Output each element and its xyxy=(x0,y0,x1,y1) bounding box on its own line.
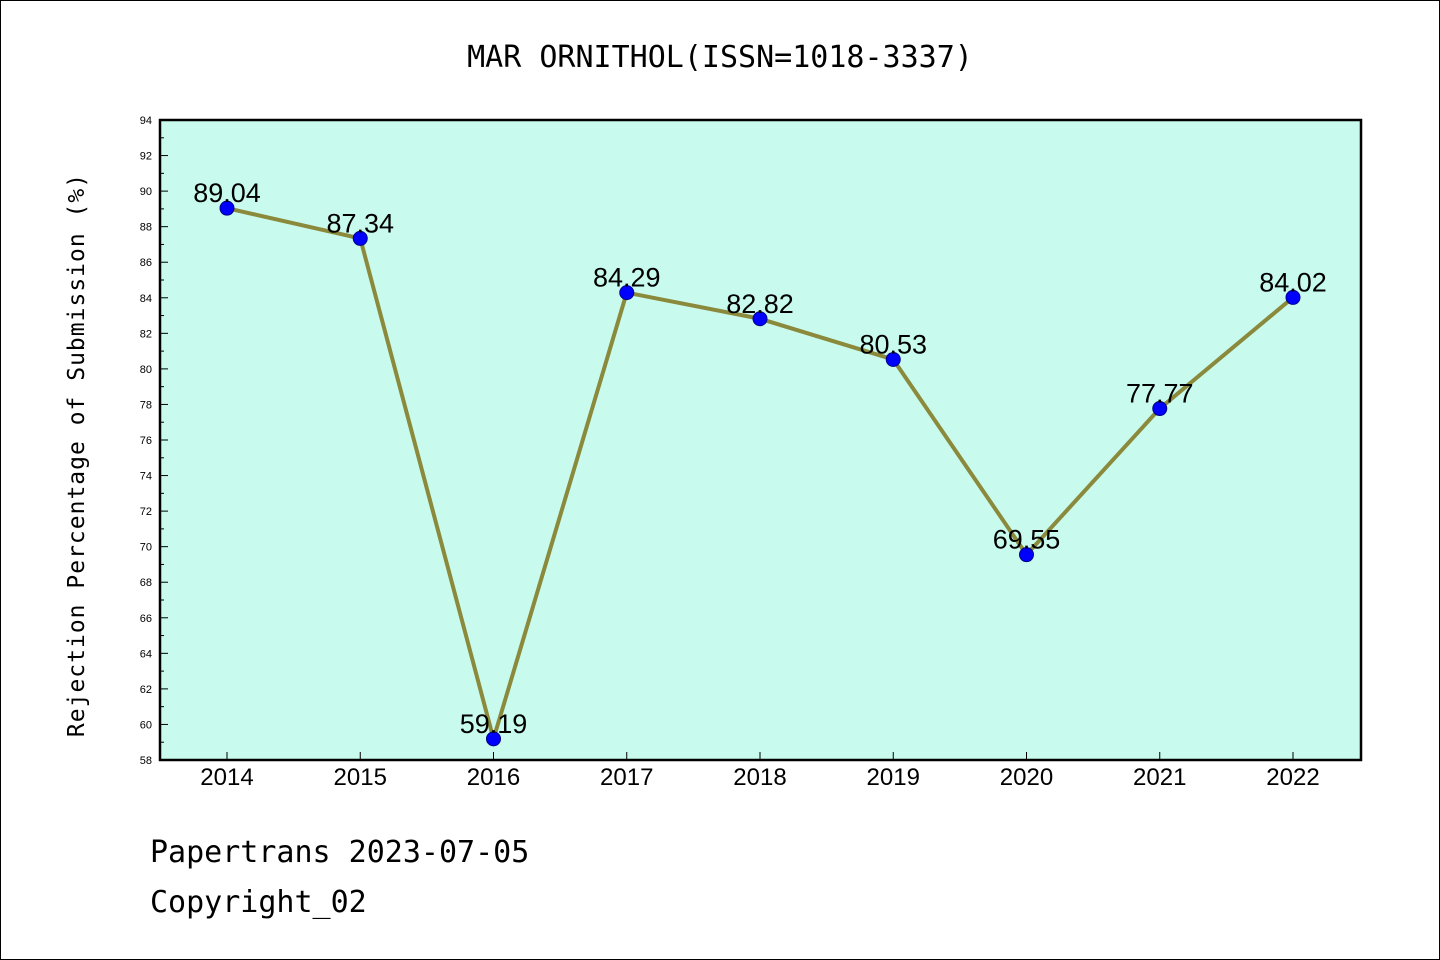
x-tick-label: 2018 xyxy=(733,764,786,791)
y-tick-label: 66 xyxy=(140,613,152,625)
y-tick-label: 80 xyxy=(140,364,152,376)
y-tick-label: 60 xyxy=(140,719,152,731)
data-label: 77.77 xyxy=(1126,379,1194,409)
data-label: 84.29 xyxy=(593,263,661,293)
x-tick-label: 2019 xyxy=(867,764,920,791)
y-tick-label: 76 xyxy=(140,435,152,447)
y-tick-label: 88 xyxy=(140,222,152,234)
data-point xyxy=(885,351,901,367)
y-tick-label: 64 xyxy=(140,648,152,660)
x-tick-label: 2016 xyxy=(467,764,520,791)
y-tick-label: 68 xyxy=(140,577,152,589)
y-tick-label: 78 xyxy=(140,399,152,411)
data-point xyxy=(1152,401,1168,417)
x-tick-label: 2017 xyxy=(600,764,653,791)
y-tick-label: 82 xyxy=(140,328,152,340)
data-point xyxy=(352,230,368,246)
y-tick-label: 62 xyxy=(140,684,152,696)
y-tick-label: 86 xyxy=(140,257,152,269)
y-tick-label: 70 xyxy=(140,542,152,554)
plot-border xyxy=(158,118,1363,762)
data-point xyxy=(619,285,635,301)
chart-title: MAR ORNITHOL(ISSN=1018-3337) xyxy=(467,40,973,75)
x-axis-ticks: 2014 2015 2016 2017 2018 2019 2020 2021 2022 xyxy=(200,752,1320,791)
data-point xyxy=(1019,547,1034,563)
plot-background xyxy=(160,120,1361,760)
y-tick-label: 90 xyxy=(140,186,152,198)
x-tick-label: 2014 xyxy=(200,764,253,791)
y-tick-label: 94 xyxy=(140,115,152,127)
y-tick-label: 84 xyxy=(140,293,152,305)
data-label: 82.82 xyxy=(726,289,794,319)
y-tick-label: 74 xyxy=(140,471,152,483)
series: 89.04 87.34 59.19 84.29 82.82 80.53 69.55 77.77… xyxy=(193,178,1327,747)
data-label: 87.34 xyxy=(326,208,394,238)
data-label: 80.53 xyxy=(859,329,927,359)
data-label: 89.04 xyxy=(193,178,261,208)
x-tick-label: 2021 xyxy=(1133,764,1186,791)
data-label: 69.55 xyxy=(993,525,1061,555)
y-tick-label: 58 xyxy=(140,755,152,767)
y-tick-label: 72 xyxy=(140,506,152,518)
footer-date: Papertrans 2023-07-05 xyxy=(150,835,530,870)
data-point xyxy=(219,200,235,216)
y-axis-label: Rejection Percentage of Submission (%) xyxy=(64,173,90,737)
data-label: 84.02 xyxy=(1259,267,1327,297)
data-label: 59.19 xyxy=(460,709,528,739)
data-point xyxy=(1285,289,1301,305)
x-tick-label: 2020 xyxy=(1000,764,1053,791)
y-tick-label: 92 xyxy=(140,151,152,163)
x-tick-label: 2022 xyxy=(1266,764,1319,791)
x-tick-label: 2015 xyxy=(334,764,387,791)
data-point xyxy=(752,311,768,327)
footer-copyright: Copyright_02 xyxy=(150,885,367,920)
y-axis-ticks: 58 60 62 64 66 68 70 72 74 76 78 80 82 84 86 88 90 92 94 xyxy=(140,115,168,767)
data-point xyxy=(486,731,501,747)
